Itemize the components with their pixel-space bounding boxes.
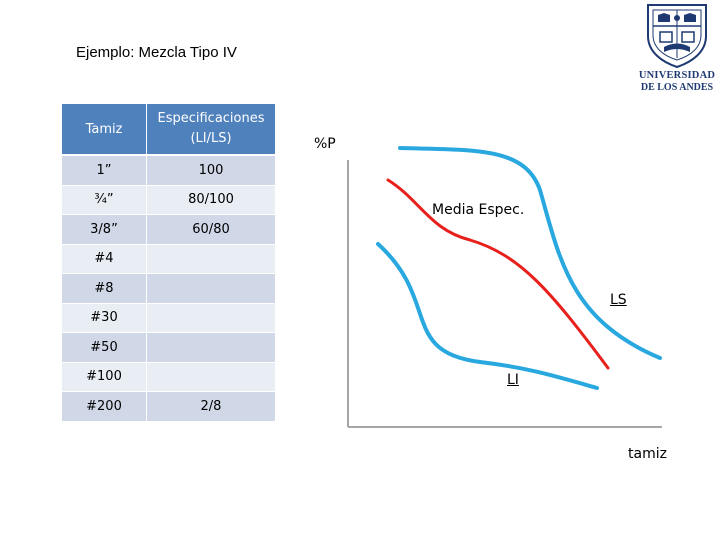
university-crest-icon bbox=[647, 4, 707, 68]
ls-curve-label: LS bbox=[610, 292, 627, 308]
logo-text-line2: DE LOS ANDES bbox=[640, 82, 714, 93]
header-spec-line1: Especificaciones bbox=[157, 111, 265, 126]
cell-spec: 100 bbox=[147, 156, 275, 186]
logo-text-line1: UNIVERSIDAD bbox=[638, 70, 716, 81]
x-axis-label: tamiz bbox=[628, 446, 667, 462]
cell-tamiz: 1” bbox=[62, 156, 147, 186]
cell-spec bbox=[147, 303, 275, 333]
slide-title: Ejemplo: Mezcla Tipo IV bbox=[76, 44, 237, 61]
cell-tamiz: #50 bbox=[62, 333, 147, 363]
cell-spec bbox=[147, 333, 275, 363]
table-row: 1” 100 bbox=[62, 156, 275, 186]
table-row: #30 bbox=[62, 303, 275, 333]
y-axis-label: %P bbox=[314, 136, 336, 152]
table-row: 3/8” 60/80 bbox=[62, 215, 275, 245]
cell-tamiz: #8 bbox=[62, 274, 147, 304]
cell-spec: 60/80 bbox=[147, 215, 275, 245]
table-header-row: Tamiz Especificaciones (LI/LS) bbox=[62, 104, 275, 156]
cell-tamiz: 3/8” bbox=[62, 215, 147, 245]
cell-spec: 2/8 bbox=[147, 392, 275, 422]
upper-limit-curve bbox=[398, 146, 662, 360]
li-curve-label: LI bbox=[507, 372, 519, 388]
cell-tamiz: #4 bbox=[62, 244, 147, 274]
table-row: #100 bbox=[62, 362, 275, 392]
cell-tamiz: #200 bbox=[62, 392, 147, 422]
cell-tamiz: #30 bbox=[62, 303, 147, 333]
header-spec-line2: (LI/LS) bbox=[190, 131, 232, 146]
cell-tamiz: #100 bbox=[62, 362, 147, 392]
media-curve bbox=[386, 178, 610, 370]
table-row: #4 bbox=[62, 244, 275, 274]
header-tamiz: Tamiz bbox=[62, 104, 147, 156]
table-row: ¾” 80/100 bbox=[62, 185, 275, 215]
cell-spec bbox=[147, 274, 275, 304]
cell-spec: 80/100 bbox=[147, 185, 275, 215]
header-especificaciones: Especificaciones (LI/LS) bbox=[147, 104, 275, 156]
table-row: #200 2/8 bbox=[62, 392, 275, 422]
cell-spec bbox=[147, 362, 275, 392]
specification-table: Tamiz Especificaciones (LI/LS) 1” 100 ¾”… bbox=[62, 104, 275, 422]
media-curve-label: Media Espec. bbox=[432, 202, 525, 218]
table-row: #8 bbox=[62, 274, 275, 304]
cell-spec bbox=[147, 244, 275, 274]
table-row: #50 bbox=[62, 333, 275, 363]
lower-limit-curve bbox=[376, 242, 599, 390]
university-logo: UNIVERSIDAD DE LOS ANDES bbox=[636, 2, 718, 96]
cell-tamiz: ¾” bbox=[62, 185, 147, 215]
